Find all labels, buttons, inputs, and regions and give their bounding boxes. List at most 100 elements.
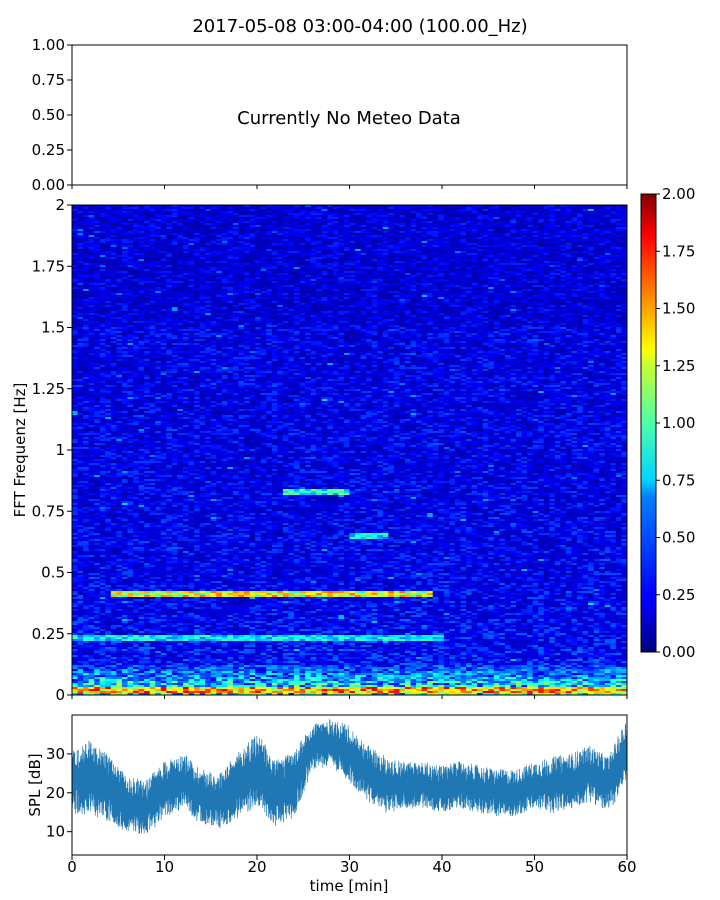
spectrogram-cell	[72, 205, 78, 208]
spectrogram-cell	[532, 217, 539, 220]
spectrogram-cell	[488, 219, 495, 222]
spectrogram-cell	[160, 231, 167, 234]
spectrogram-cell	[244, 229, 250, 232]
spectrogram-cell	[332, 227, 339, 230]
spectrogram-cell	[299, 219, 306, 222]
spectrogram-cell	[443, 211, 450, 214]
spectrogram-cell	[405, 223, 411, 226]
spectrogram-cell	[277, 221, 284, 224]
spectrogram-cell	[188, 205, 195, 208]
spectrogram-cell	[371, 227, 378, 230]
spectrogram-cell	[427, 221, 434, 224]
spectrogram-cell	[416, 221, 423, 224]
spectrogram-cell	[460, 211, 467, 214]
spectrogram-cell	[449, 223, 456, 226]
spectrogram-cell	[466, 205, 472, 208]
spectrogram-cell	[549, 213, 556, 216]
spectrogram-cell	[199, 227, 206, 230]
spectrogram-cell	[160, 225, 167, 228]
spectrogram-cell	[577, 213, 583, 216]
spectrogram-cell	[321, 231, 328, 234]
spectrogram-cell	[482, 229, 489, 232]
spectrogram-cell	[366, 225, 373, 228]
meteo-panel: Currently No Meteo Data 0.000.250.500.75…	[32, 36, 628, 194]
spectrogram-cell	[343, 213, 350, 216]
spectrogram-cell	[510, 219, 517, 222]
spectrogram-cell	[83, 211, 90, 214]
spectrogram-cell	[510, 215, 517, 218]
spectrogram-cell	[210, 219, 217, 222]
spectrogram-cell	[188, 217, 195, 220]
spectrogram-cell	[504, 229, 511, 232]
spectrogram-cell	[549, 225, 556, 228]
spectrogram-cell	[421, 219, 428, 222]
spectrogram-cell	[516, 221, 522, 224]
spectrogram-cell	[604, 209, 611, 212]
spectrogram-cell	[205, 217, 212, 220]
spectrogram-cell	[321, 209, 328, 212]
spectrogram-cell	[521, 211, 528, 214]
spectrogram-cell	[244, 215, 250, 218]
spectrogram-cell	[216, 229, 223, 232]
spectrogram-cell	[232, 211, 239, 214]
spectrogram-cell	[110, 213, 117, 216]
spectrogram-cell	[277, 231, 284, 234]
spectrogram-cell	[266, 225, 273, 228]
spectrogram-cell	[221, 209, 228, 212]
spectrogram-cell	[299, 209, 306, 212]
spectrogram-cell	[499, 217, 506, 220]
spectrogram-cell	[177, 223, 184, 226]
spectrogram-cell	[482, 215, 489, 218]
spectrogram-cell	[621, 225, 628, 228]
spectrogram-cell	[244, 209, 250, 212]
spectrogram-cell	[194, 229, 201, 232]
spectrogram-cell	[155, 221, 162, 224]
spectrogram-cell	[221, 207, 228, 210]
spectrogram-cell	[99, 231, 106, 234]
spectrogram-cell	[443, 229, 450, 232]
spectrogram-cell	[232, 225, 239, 228]
meteo-ytick-label: 1.00	[32, 36, 65, 54]
spectrogram-cell	[554, 213, 561, 216]
spectrogram-cell	[116, 211, 123, 214]
spectrogram-cell	[194, 223, 201, 226]
spectrogram-cell	[116, 215, 123, 218]
spectrogram-cell	[288, 213, 295, 216]
spectrogram-cell	[232, 213, 239, 216]
spectrogram-cell	[482, 211, 489, 214]
spectrogram-cell	[155, 223, 162, 226]
spectrogram-cell	[133, 229, 139, 232]
spectrogram-cell	[83, 213, 90, 216]
spectrogram-cell	[255, 209, 262, 212]
spectrogram-cell	[282, 209, 289, 212]
spectrogram-cell	[116, 209, 123, 212]
spectrogram-cell	[238, 211, 245, 214]
spectrogram-cell	[188, 207, 195, 210]
spectrogram-cell	[316, 219, 323, 222]
spectrogram-cell	[160, 223, 167, 226]
spectrogram-cell	[205, 207, 212, 210]
spectrogram-cell	[399, 219, 406, 222]
spectrogram-cell	[171, 215, 178, 218]
spectrogram-cell	[588, 223, 595, 226]
spectrogram-cell	[549, 219, 556, 222]
spectrogram-cell	[560, 205, 567, 208]
spectrogram-cell	[582, 211, 589, 214]
spectrogram-cell	[382, 219, 389, 222]
spectrogram-cell	[155, 217, 162, 220]
spectrogram-cell	[305, 207, 312, 210]
spectrogram-cell	[432, 209, 439, 212]
spectrogram-cell	[271, 219, 278, 222]
spectrogram-cell	[183, 207, 189, 210]
spectrogram-cell	[177, 219, 184, 222]
spectrogram-cell	[77, 219, 84, 222]
spectrogram-cell	[316, 229, 323, 232]
spectrogram-cell	[421, 215, 428, 218]
spectrogram-cell	[466, 217, 472, 220]
spectrogram-cell	[499, 229, 506, 232]
spectrogram-cell	[460, 215, 467, 218]
spectrogram-cell	[321, 223, 328, 226]
spectrogram-cell	[305, 209, 312, 212]
spectrogram-cell	[116, 217, 123, 220]
spectrogram-cell	[338, 231, 345, 234]
